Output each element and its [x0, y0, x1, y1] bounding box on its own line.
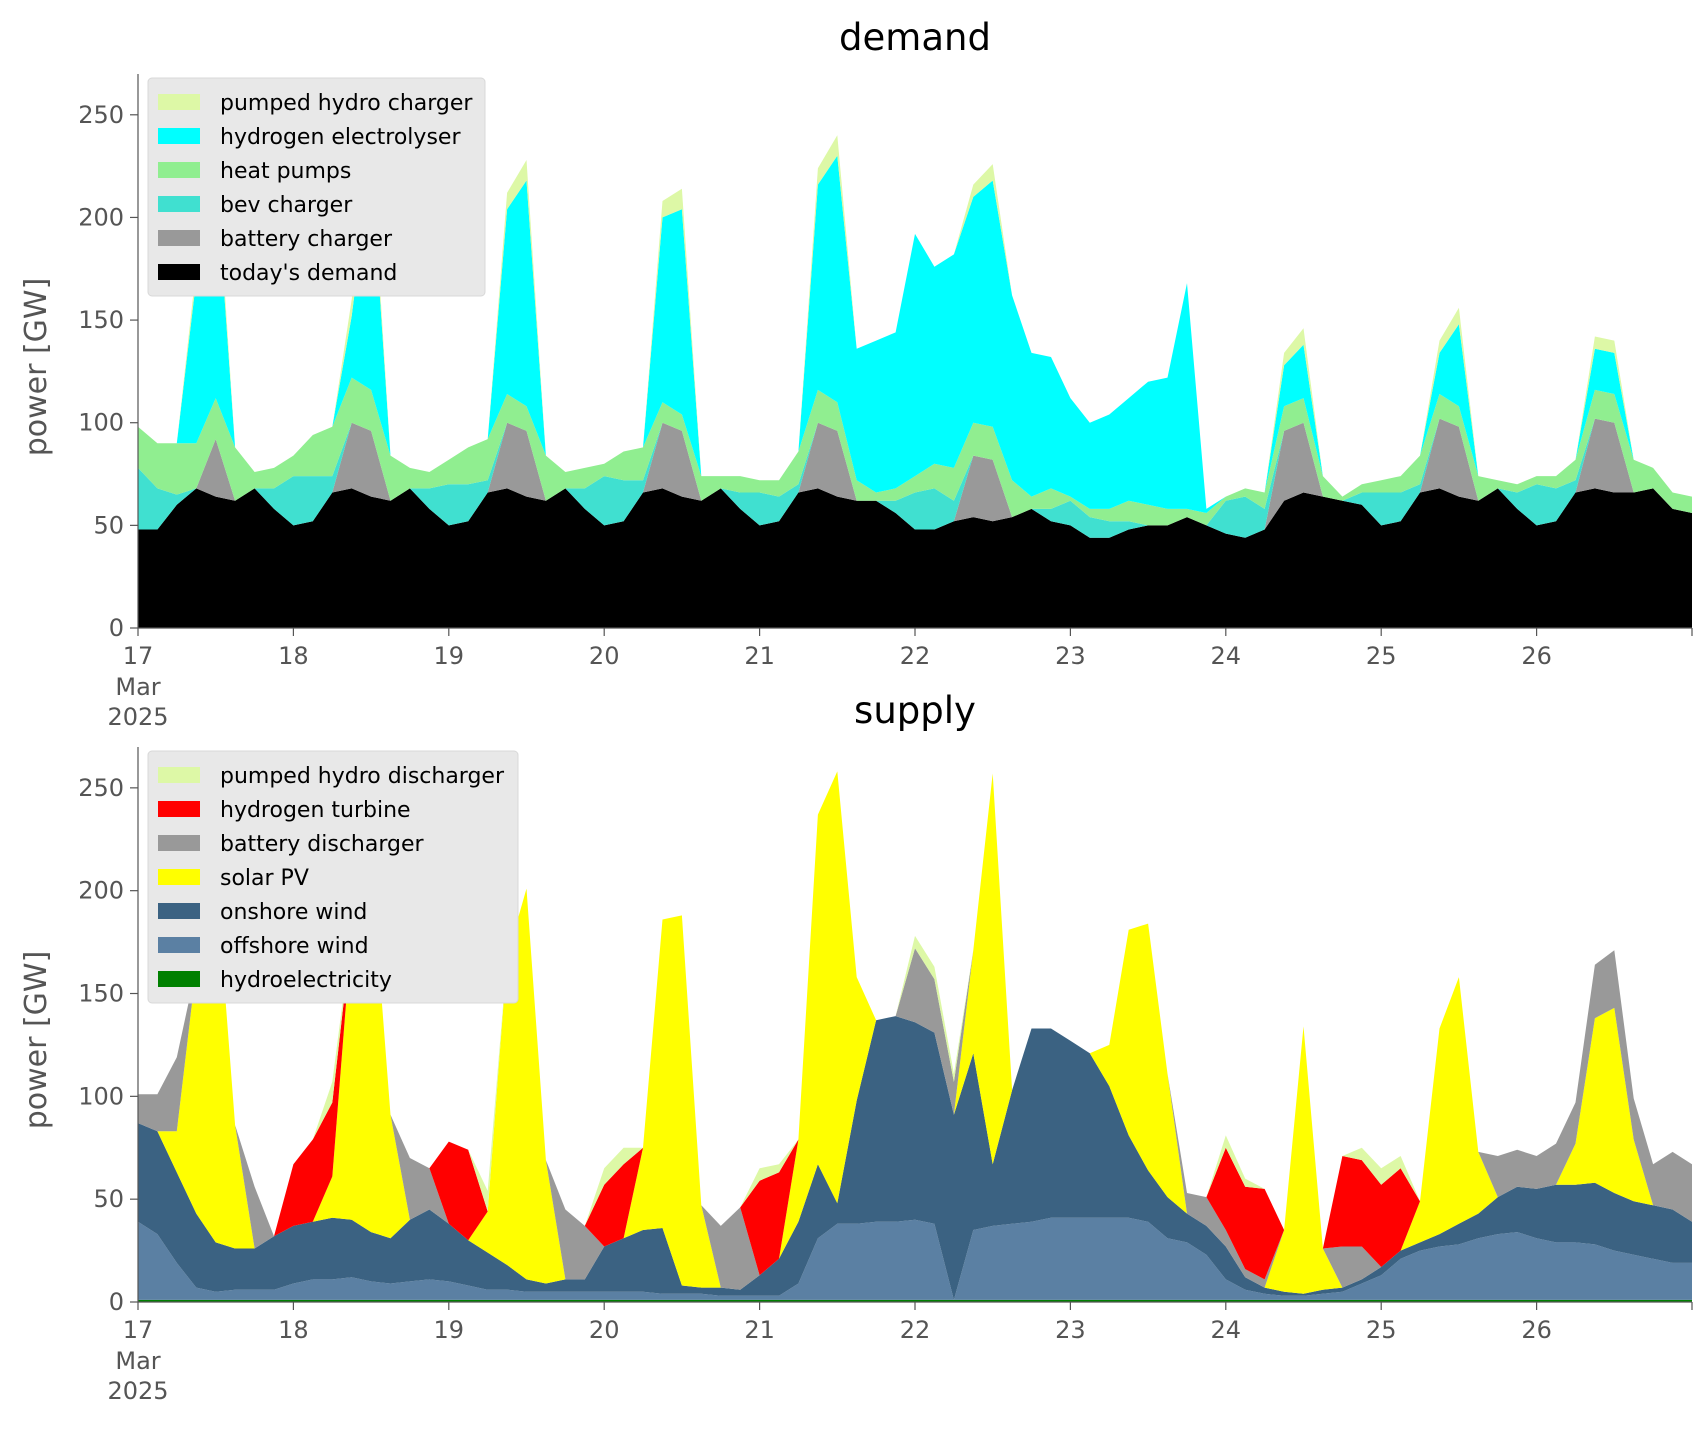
supply-xtick-label: 26 [1521, 1316, 1552, 1344]
supply-panel: supply power [GW] 05010015020025017Mar20… [19, 689, 1693, 1405]
supply-legend-label-solar-pv: solar PV [220, 866, 309, 891]
demand-area-today-s-demand [138, 488, 1692, 628]
demand-legend-swatch-heat-pumps [158, 162, 200, 178]
supply-area-offshore-wind [138, 1217, 1692, 1300]
demand-area-hydrogen-electrolyser [138, 155, 1692, 514]
supply-area-onshore-wind [138, 1016, 1692, 1300]
demand-xtick-label: 24 [1211, 642, 1242, 670]
demand-legend-box [147, 77, 486, 297]
demand-legend-label-battery-charger: battery charger [220, 227, 393, 252]
supply-legend-label-battery-discharger: battery discharger [220, 832, 425, 857]
supply-title: supply [854, 689, 976, 732]
demand-xtick-label: 19 [434, 642, 465, 670]
supply-ytick-label: 250 [78, 774, 124, 802]
demand-xtick-label: 22 [900, 642, 931, 670]
demand-legend-swatch-bev-charger [158, 196, 200, 212]
supply-ytick-label: 100 [78, 1082, 124, 1110]
demand-ytick-label: 200 [78, 203, 124, 231]
demand-ytick-label: 100 [78, 409, 124, 437]
demand-legend-label-hydrogen-electrolyser: hydrogen electrolyser [220, 125, 461, 150]
demand-ytick-label: 0 [109, 614, 124, 642]
demand-legend: pumped hydro charger hydrogen electrolyse… [147, 77, 486, 297]
supply-xtick-label: 24 [1211, 1316, 1242, 1344]
supply-xtick-sublabel-month: Mar [115, 1347, 160, 1375]
demand-panel: demand power [GW] 05010015020025017Mar20… [19, 16, 1693, 731]
supply-legend-swatch-offshore-wind [158, 937, 200, 953]
demand-xtick-label: 23 [1055, 642, 1086, 670]
demand-xtick-label: 20 [589, 642, 620, 670]
demand-xtick-label: 21 [744, 642, 775, 670]
supply-legend-swatch-pumped-hydro-discharger [158, 767, 200, 783]
supply-legend: pumped hydro discharger hydrogen turbine b… [147, 750, 519, 1004]
supply-ytick-label: 50 [93, 1185, 124, 1213]
demand-legend-label-pumped-hydro-charger: pumped hydro charger [220, 91, 473, 116]
supply-legend-swatch-solar-pv [158, 869, 200, 885]
demand-title: demand [839, 16, 991, 59]
demand-ytick-label: 50 [93, 511, 124, 539]
supply-area-solar-pv [138, 771, 1692, 1294]
demand-xtick-label: 25 [1366, 642, 1397, 670]
demand-legend-swatch-today-s-demand [158, 264, 200, 280]
supply-legend-swatch-hydroelectricity [158, 971, 200, 987]
demand-xtick-label: 17 [123, 642, 154, 670]
demand-ytick-label: 250 [78, 101, 124, 129]
supply-legend-label-pumped-hydro-discharger: pumped hydro discharger [220, 764, 505, 789]
supply-xtick-label: 20 [589, 1316, 620, 1344]
supply-xtick-label: 21 [744, 1316, 775, 1344]
demand-areas [138, 135, 1692, 628]
demand-legend-label-bev-charger: bev charger [220, 193, 353, 218]
supply-xtick-label: 23 [1055, 1316, 1086, 1344]
demand-area-bev-charger [138, 418, 1692, 538]
supply-xtick-label: 22 [900, 1316, 931, 1344]
supply-xtick-sublabel-year: 2025 [107, 1377, 168, 1405]
supply-legend-label-offshore-wind: offshore wind [220, 934, 369, 959]
supply-ytick-label: 150 [78, 980, 124, 1008]
supply-ytick-label: 200 [78, 877, 124, 905]
demand-ylabel: power [GW] [19, 278, 54, 457]
supply-xtick-label: 17 [123, 1316, 154, 1344]
supply-ylabel: power [GW] [19, 951, 54, 1130]
demand-xtick-sublabel-month: Mar [115, 673, 160, 701]
supply-legend-swatch-hydrogen-turbine [158, 801, 200, 817]
supply-legend-label-hydrogen-turbine: hydrogen turbine [220, 798, 411, 823]
supply-ytick-label: 0 [109, 1288, 124, 1316]
supply-legend-label-onshore-wind: onshore wind [220, 900, 367, 925]
demand-legend-label-today-s-demand: today's demand [220, 261, 397, 286]
supply-legend-swatch-battery-discharger [158, 835, 200, 851]
supply-legend-box [147, 750, 519, 1004]
supply-legend-swatch-onshore-wind [158, 903, 200, 919]
supply-xtick-label: 25 [1366, 1316, 1397, 1344]
demand-legend-swatch-pumped-hydro-charger [158, 94, 200, 110]
demand-area-heat-pumps [138, 377, 1692, 526]
demand-legend-swatch-hydrogen-electrolyser [158, 128, 200, 144]
demand-legend-label-heat-pumps: heat pumps [220, 159, 351, 184]
demand-ytick-label: 150 [78, 306, 124, 334]
supply-xtick-label: 19 [434, 1316, 465, 1344]
supply-legend-label-hydroelectricity: hydroelectricity [220, 968, 392, 993]
demand-area-battery-charger [138, 418, 1692, 538]
demand-xtick-sublabel-year: 2025 [107, 703, 168, 731]
demand-xtick-label: 18 [278, 642, 309, 670]
demand-xtick-label: 26 [1521, 642, 1552, 670]
demand-legend-swatch-battery-charger [158, 230, 200, 246]
supply-xtick-label: 18 [278, 1316, 309, 1344]
